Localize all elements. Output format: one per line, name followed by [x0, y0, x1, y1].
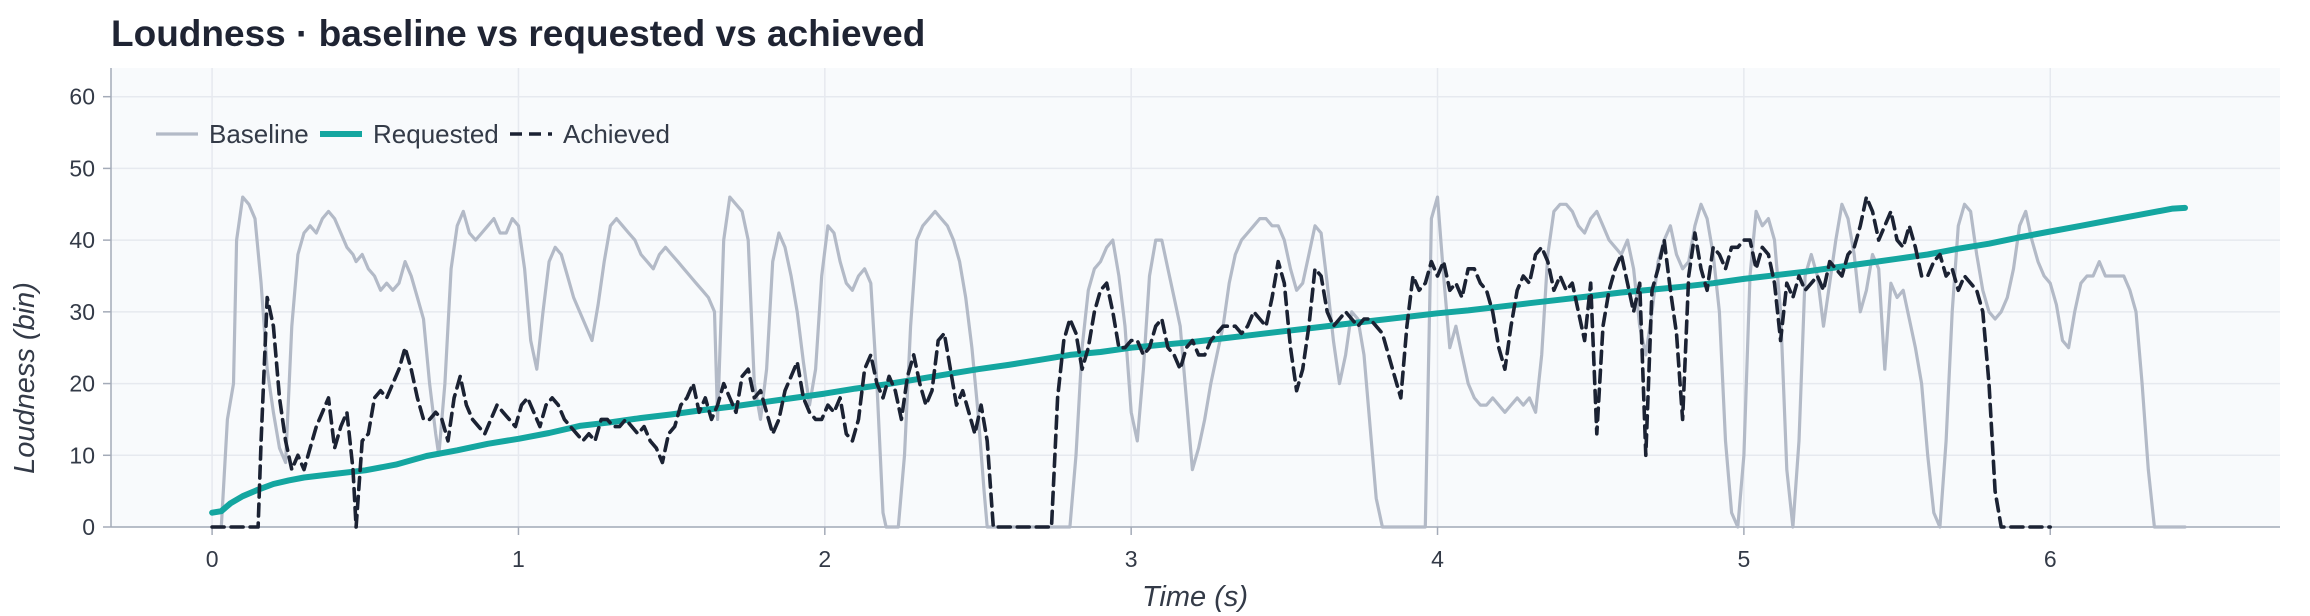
x-tick-label: 1 — [512, 546, 525, 572]
y-tick-label: 30 — [69, 299, 95, 325]
y-tick-label: 20 — [69, 371, 95, 397]
y-axis-ticks: 0 10 20 30 40 50 60 — [69, 84, 111, 540]
x-tick-label: 2 — [818, 546, 831, 572]
series-line-baseline — [210, 195, 2187, 529]
legend: Baseline Requested Achieved — [156, 119, 670, 149]
legend-label-requested: Requested — [373, 119, 499, 149]
series-line-requested — [209, 204, 2188, 516]
x-tick-label: 3 — [1125, 546, 1138, 572]
x-tick-label: 0 — [206, 546, 219, 572]
series-layer — [209, 195, 2188, 529]
x-tick-label: 6 — [2044, 546, 2057, 572]
legend-label-achieved: Achieved — [563, 119, 670, 149]
y-tick-label: 60 — [69, 84, 95, 110]
y-tick-label: 10 — [69, 442, 95, 468]
y-tick-label: 50 — [69, 155, 95, 181]
legend-label-baseline: Baseline — [209, 119, 309, 149]
chart-title: Loudness · baseline vs requested vs achi… — [111, 13, 925, 54]
x-axis-ticks: 0 1 2 3 4 5 6 — [206, 527, 2057, 572]
y-tick-label: 0 — [82, 514, 95, 540]
series-line-achieved — [210, 195, 2052, 529]
x-tick-label: 5 — [1737, 546, 1750, 572]
y-axis-label: Loudness (bin) — [9, 282, 41, 474]
plot-area — [111, 68, 2280, 527]
axes — [110, 68, 2280, 528]
x-tick-label: 4 — [1431, 546, 1444, 572]
y-tick-label: 40 — [69, 227, 95, 253]
x-axis-label: Time (s) — [1142, 581, 1248, 613]
